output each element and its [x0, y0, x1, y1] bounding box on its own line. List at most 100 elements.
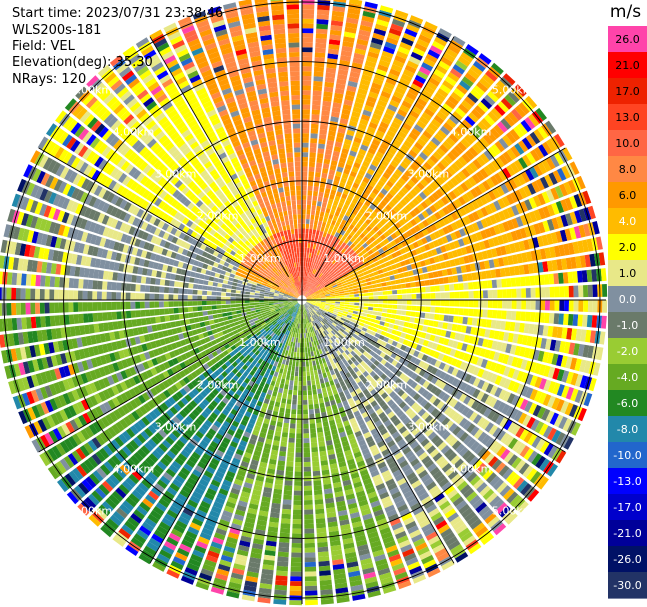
velocity-field [0, 0, 608, 606]
range-gate [397, 108, 408, 118]
range-gate [401, 174, 410, 182]
range-gate [362, 109, 372, 117]
range-gate [356, 212, 363, 219]
range-gate [324, 227, 329, 233]
range-gate [314, 282, 319, 287]
range-gate [407, 179, 416, 188]
range-gate [427, 49, 441, 59]
range-gate [340, 229, 346, 236]
range-gate [388, 200, 396, 208]
range-gate [302, 242, 305, 248]
range-gate [311, 258, 315, 264]
range-gate [302, 33, 314, 38]
range-gate [387, 164, 396, 172]
range-gate [340, 55, 351, 62]
range-gate [404, 183, 413, 191]
range-gate [336, 132, 345, 139]
range-gate [313, 259, 317, 265]
range-gate [319, 261, 324, 267]
range-gate [375, 151, 384, 159]
range-gate [346, 234, 353, 241]
range-gate [377, 125, 387, 134]
range-gate [331, 111, 340, 118]
range-gate [346, 179, 354, 187]
range-gate [316, 157, 323, 164]
range-gate [305, 262, 308, 267]
range-gate [450, 68, 463, 79]
range-gate [329, 34, 341, 41]
range-gate [335, 255, 340, 261]
range-gate [310, 214, 315, 220]
range-gate [369, 164, 377, 172]
range-gate [341, 236, 347, 242]
range-gate [324, 212, 330, 219]
range-gate [312, 268, 316, 274]
range-gate [377, 147, 387, 155]
range-gate [446, 118, 457, 129]
range-gate [334, 88, 345, 95]
range-gate [303, 281, 305, 286]
range-gate [419, 151, 429, 161]
range-gate [333, 225, 338, 232]
range-gate [322, 100, 332, 107]
range-gate [399, 41, 412, 51]
range-gate [331, 15, 344, 22]
range-gate [329, 224, 335, 230]
range-gate [327, 218, 332, 224]
range-gate [347, 206, 354, 213]
range-gate [311, 109, 320, 115]
range-gate [315, 42, 327, 49]
range-gate [385, 77, 397, 86]
range-gate [328, 43, 340, 50]
range-gate [309, 267, 312, 273]
range-gate [327, 228, 333, 235]
range-gate [410, 176, 419, 185]
range-gate [360, 165, 368, 172]
range-gate [339, 118, 349, 125]
range-gate [310, 133, 318, 139]
range-gate [391, 18, 406, 28]
range-gate [318, 278, 322, 283]
range-gate [353, 162, 361, 169]
range-gate [319, 256, 324, 262]
range-gate [316, 19, 329, 25]
range-gate [328, 256, 333, 262]
range-gate [361, 139, 371, 147]
range-gate [426, 104, 438, 114]
range-gate [360, 181, 368, 188]
range-gate [372, 218, 379, 225]
range-gate [395, 134, 405, 143]
range-gate [323, 192, 330, 199]
range-gate [406, 24, 420, 33]
range-gate [434, 36, 448, 47]
range-gate [302, 171, 308, 177]
range-gate [358, 29, 371, 37]
range-gate [395, 113, 405, 122]
range-gate [390, 64, 403, 73]
range-gate [313, 76, 324, 82]
range-gate [402, 122, 412, 131]
range-gate [429, 100, 441, 110]
range-gate [392, 156, 402, 164]
range-gate [344, 26, 357, 34]
range-gate [313, 280, 317, 286]
range-gate [332, 236, 338, 242]
range-gate [305, 292, 309, 297]
range-gate [358, 185, 366, 192]
range-gate [399, 77, 411, 87]
range-gate [442, 103, 454, 114]
range-gate [321, 257, 326, 263]
range-gate [442, 80, 454, 91]
range-gate [458, 103, 470, 114]
range-gate [314, 66, 324, 73]
range-gate [310, 273, 314, 279]
range-gate [386, 37, 399, 46]
range-gate [339, 157, 347, 164]
range-gate [366, 207, 374, 214]
range-gate [377, 64, 389, 73]
range-gate [333, 97, 343, 104]
range-gate [348, 224, 355, 230]
range-gate [375, 130, 385, 138]
range-gate [316, 250, 321, 256]
range-gate [408, 56, 421, 66]
